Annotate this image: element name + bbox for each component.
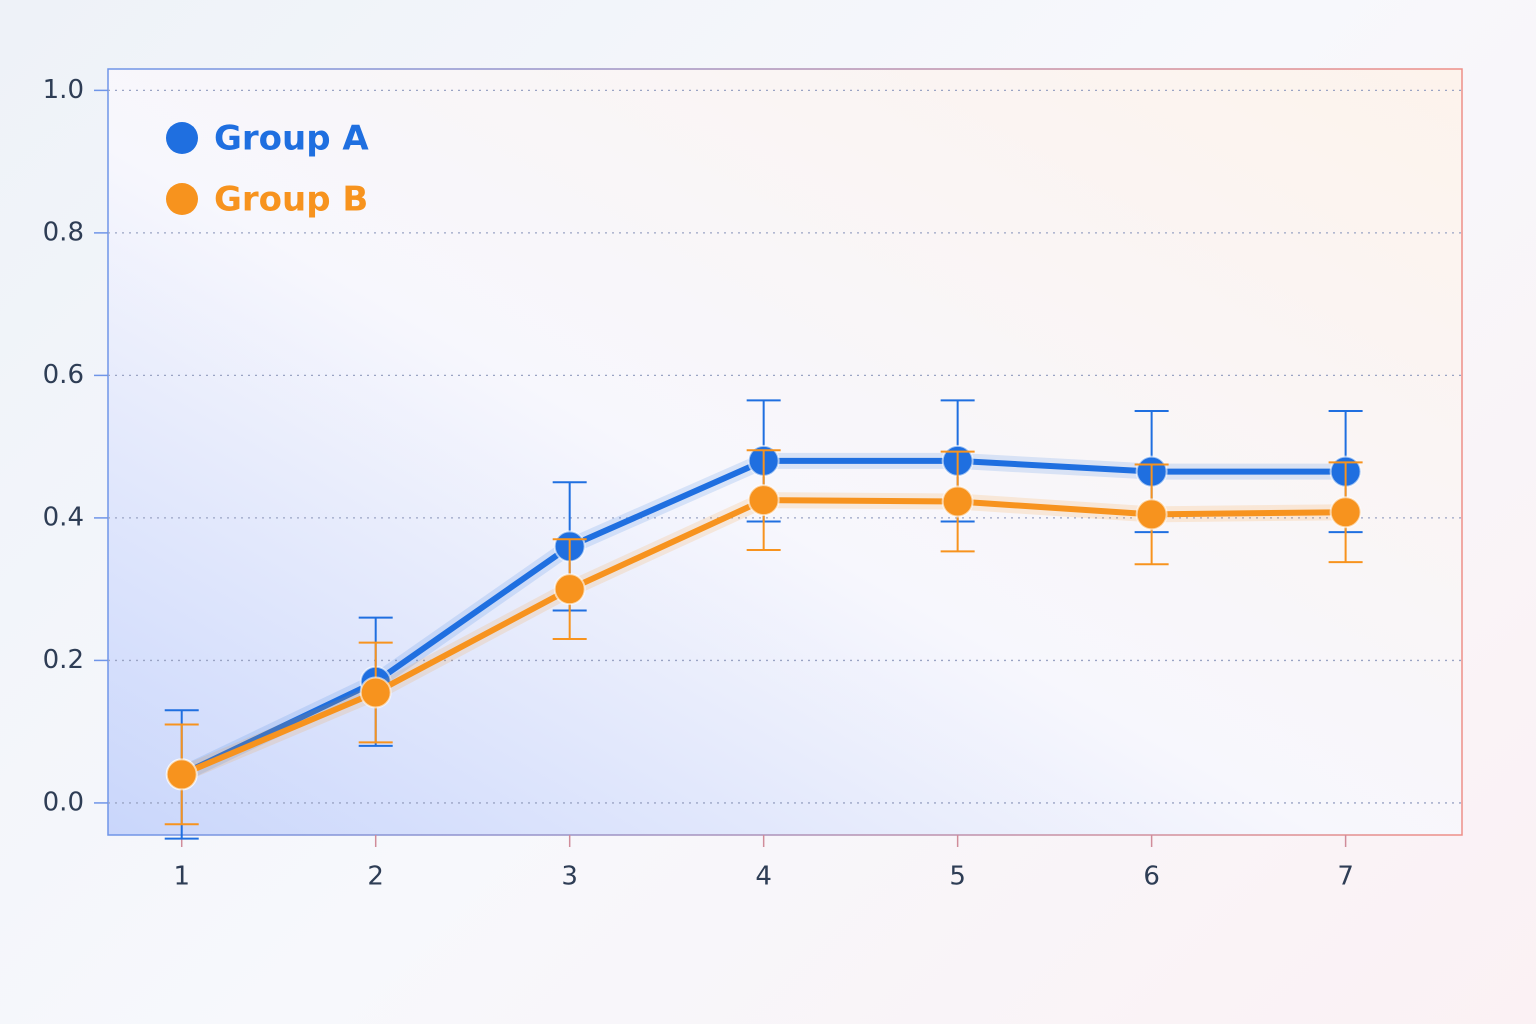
y-tick-label: 0.4 (43, 502, 84, 532)
point (1135, 498, 1168, 531)
x-tick-label: 5 (949, 862, 966, 892)
x-tick-label: 2 (367, 862, 384, 892)
x-tick-label: 3 (561, 862, 578, 892)
x-tick-label: 6 (1143, 862, 1160, 892)
point (359, 676, 392, 709)
legend-label: Group B (214, 180, 368, 220)
y-tick-label: 0.8 (43, 217, 84, 247)
y-tick-label: 0.0 (43, 787, 84, 817)
point (165, 758, 198, 791)
point (1329, 496, 1362, 529)
y-tick-label: 0.6 (43, 360, 84, 390)
x-tick-label: 1 (173, 862, 190, 892)
point (941, 485, 974, 518)
point (747, 484, 780, 517)
x-tick-label: 7 (1337, 862, 1354, 892)
y-tick-label: 0.2 (43, 645, 84, 675)
point (553, 573, 586, 606)
legend-label: Group A (214, 119, 369, 159)
y-tick-label: 1.0 (43, 75, 84, 105)
legend-marker (166, 122, 198, 154)
x-tick-label: 4 (755, 862, 772, 892)
legend-marker (166, 183, 198, 215)
